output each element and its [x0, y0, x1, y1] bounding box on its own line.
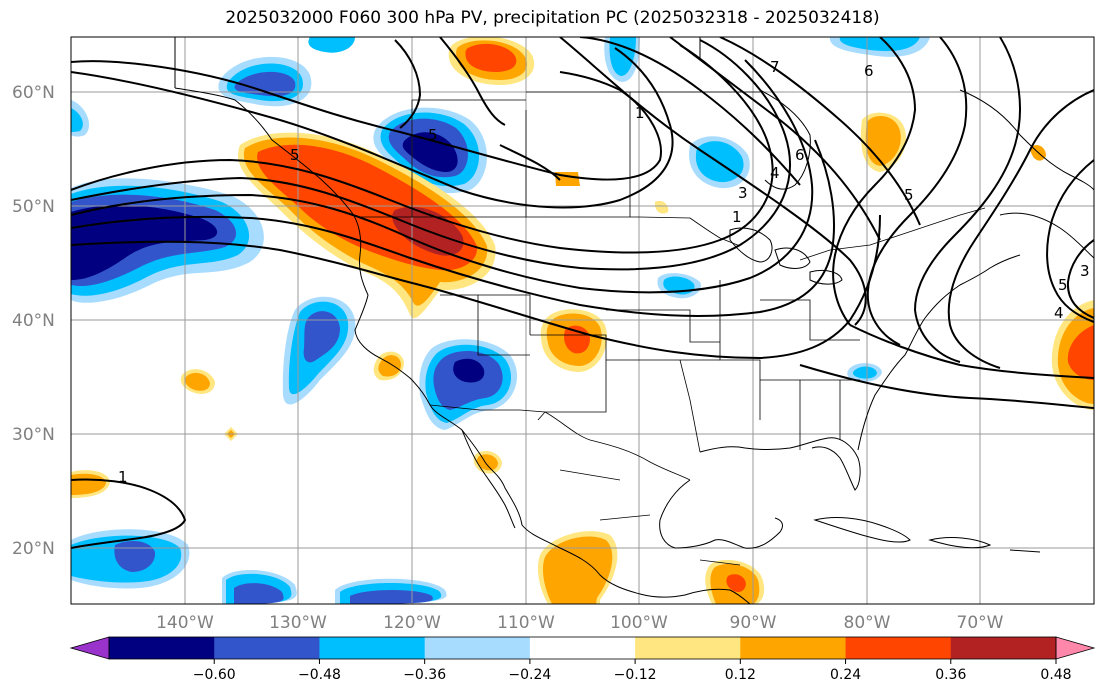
- lon-label-100w: 100°W: [610, 613, 668, 633]
- colorbar-tick-label: 0.48: [1040, 667, 1071, 683]
- lat-label-20n: 20°N: [12, 539, 55, 559]
- pv-contour-labels: 5 5 1 7 6 4 3 1 6 5 1 5 4 3: [118, 58, 1090, 486]
- pv-contours: [71, 37, 1094, 549]
- colorbar-segment: [214, 637, 320, 659]
- colorbar-segment: [845, 637, 952, 659]
- lon-label-110w: 110°W: [497, 613, 555, 633]
- colorbar-extend-low: [69, 636, 110, 660]
- lon-label-80w: 80°W: [844, 613, 891, 633]
- lat-label-40n: 40°N: [12, 311, 55, 331]
- map-frame: [70, 36, 1095, 605]
- contour-label: 4: [770, 164, 780, 182]
- colorbar-extend-high: [1055, 636, 1096, 660]
- contour-label: 5: [290, 146, 300, 164]
- colorbar-segment: [950, 637, 1057, 659]
- precip-shading: [71, 37, 1094, 604]
- lat-label-30n: 30°N: [12, 425, 55, 445]
- contour-label: 5: [904, 186, 914, 204]
- colorbar-tick-label: −0.60: [193, 667, 236, 683]
- contour-label: 1: [118, 468, 128, 486]
- latitude-labels: 60°N 50°N 40°N 30°N 20°N: [12, 83, 55, 559]
- lon-label-120w: 120°W: [383, 613, 441, 633]
- contour-label: 6: [864, 62, 874, 80]
- colorbar-segment: [424, 637, 531, 659]
- colorbar-tick-label: −0.12: [614, 667, 657, 683]
- longitude-labels: 140°W 130°W 120°W 110°W 100°W 90°W 80°W …: [156, 613, 1004, 633]
- colorbar: −0.60 −0.48 −0.36 −0.24 −0.12 0.12 0.24 0.36 0.4…: [69, 636, 1096, 683]
- lon-label-70w: 70°W: [957, 613, 1004, 633]
- colorbar-segment: [529, 637, 636, 659]
- colorbar-tick-label: −0.36: [403, 667, 446, 683]
- colorbar-segment: [740, 637, 847, 659]
- contour-label: 3: [1080, 262, 1090, 280]
- colorbar-tick-label: 0.24: [830, 667, 861, 683]
- contour-label: 1: [732, 208, 742, 226]
- colorbar-segment: [635, 637, 741, 659]
- colorbar-segment: [109, 637, 215, 659]
- map-body: 5 5 1 7 6 4 3 1 6 5 1 5 4 3: [71, 37, 1094, 604]
- contour-label: 3: [738, 184, 748, 202]
- colorbar-tick-label: 0.36: [935, 667, 966, 683]
- colorbar-tick-label: −0.48: [298, 667, 341, 683]
- contour-label: 7: [770, 58, 780, 76]
- lat-label-50n: 50°N: [12, 197, 55, 217]
- lon-label-90w: 90°W: [730, 613, 777, 633]
- map-title: 2025032000 F060 300 hPa PV, precipitatio…: [225, 8, 880, 28]
- contour-label: 5: [1058, 276, 1068, 294]
- colorbar-frame: [108, 636, 1057, 660]
- colorbar-tick-label: −0.24: [508, 667, 551, 683]
- colorbar-tick-label: 0.12: [725, 667, 756, 683]
- political-borders: [174, 37, 986, 566]
- colorbar-segment: [319, 637, 426, 659]
- lon-label-140w: 140°W: [156, 613, 214, 633]
- contour-label: 6: [795, 146, 805, 164]
- contour-label: 1: [635, 104, 645, 122]
- contour-label: 4: [1054, 304, 1064, 322]
- lon-label-130w: 130°W: [269, 613, 327, 633]
- contour-label: 5: [428, 126, 438, 144]
- lat-label-60n: 60°N: [12, 83, 55, 103]
